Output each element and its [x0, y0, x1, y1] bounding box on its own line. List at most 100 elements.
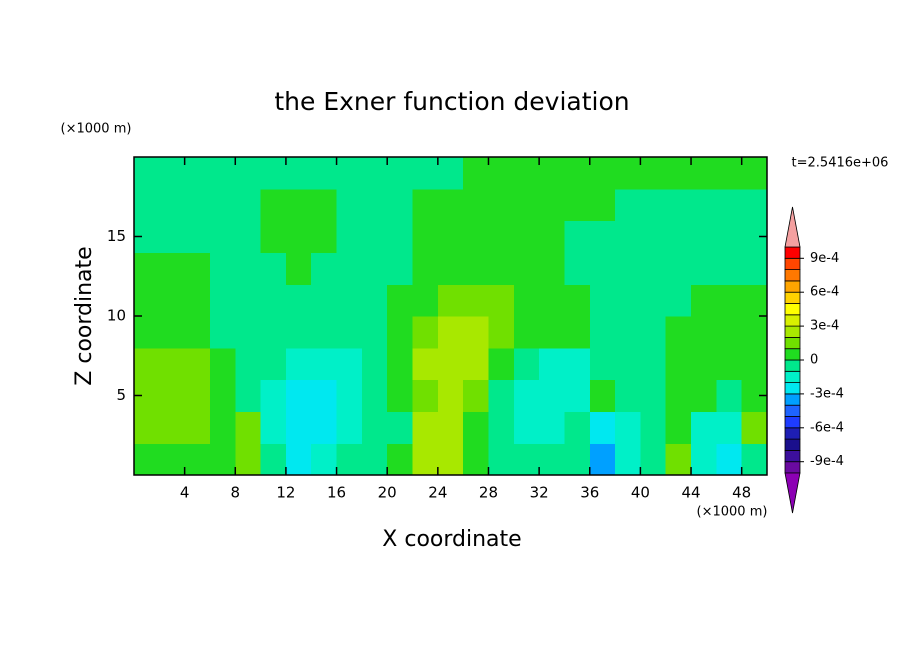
contour-cell — [387, 443, 414, 476]
contour-cell — [285, 316, 312, 349]
contour-cell — [184, 220, 211, 253]
contour-cell — [640, 220, 667, 253]
contour-cell — [437, 188, 464, 222]
contour-cell — [134, 188, 160, 222]
y-tick-label: 5 — [116, 386, 126, 404]
contour-cell — [640, 347, 667, 381]
contour-cell — [513, 188, 540, 222]
colorbar-segment — [784, 438, 801, 451]
contour-cell — [640, 284, 667, 317]
contour-cell — [539, 316, 566, 349]
x-tick-label: 4 — [180, 484, 190, 502]
x-unit: (×1000 m) — [697, 505, 768, 520]
contour-cell — [564, 252, 591, 285]
contour-cell — [412, 443, 439, 476]
contour-cell — [716, 316, 743, 349]
contour-cell — [716, 157, 743, 190]
contour-cell — [564, 284, 591, 317]
x-tick-label: 24 — [428, 484, 447, 502]
contour-cell — [691, 284, 717, 317]
colorbar-segment — [784, 359, 801, 372]
contour-field — [134, 157, 768, 476]
contour-cell — [285, 379, 312, 412]
contour-cell — [260, 252, 287, 285]
contour-cell — [285, 157, 312, 190]
contour-cell — [235, 220, 262, 253]
contour-cell — [564, 443, 591, 476]
contour-cell — [589, 188, 616, 222]
contour-cell — [691, 252, 717, 285]
contour-cell — [336, 347, 363, 381]
contour-cell — [134, 252, 160, 285]
contour-cell — [463, 347, 490, 381]
contour-cell — [741, 252, 768, 285]
contour-cell — [336, 188, 363, 222]
axes — [133, 156, 768, 476]
contour-cell — [361, 316, 388, 349]
contour-cell — [564, 188, 591, 222]
contour-cell — [311, 220, 338, 253]
contour-cell — [589, 157, 616, 190]
contour-cell — [615, 316, 641, 349]
contour-cell — [159, 252, 186, 285]
contour-cell — [336, 252, 363, 285]
colorbar-segment — [784, 269, 801, 282]
contour-cell — [159, 347, 186, 381]
contour-cell — [665, 411, 692, 444]
contour-cell — [387, 157, 414, 190]
contour-cell — [387, 188, 414, 222]
contour-cell — [412, 157, 439, 190]
y-tick-label: 15 — [107, 227, 126, 245]
contour-cell — [260, 284, 287, 317]
contour-cell — [260, 188, 287, 222]
contour-cell — [615, 188, 641, 222]
contour-cell — [311, 347, 338, 381]
contour-cell — [387, 284, 414, 317]
contour-cell — [463, 284, 490, 317]
colorbar-tick-label: 9e-4 — [810, 251, 839, 266]
contour-cell — [741, 284, 768, 317]
colorbar-segment — [784, 427, 801, 440]
contour-cell — [311, 443, 338, 476]
contour-cell — [539, 157, 566, 190]
contour-cell — [336, 157, 363, 190]
contour-cell — [184, 411, 211, 444]
contour-cell — [741, 157, 768, 190]
contour-cell — [134, 443, 160, 476]
contour-cell — [235, 316, 262, 349]
contour-cell — [336, 411, 363, 444]
contour-cell — [184, 347, 211, 381]
contour-cell — [184, 443, 211, 476]
contour-cell — [488, 379, 515, 412]
contour-cell — [209, 443, 236, 476]
chart-title: the Exner function deviation — [274, 87, 629, 116]
contour-cell — [589, 411, 616, 444]
contour-cell — [513, 252, 540, 285]
contour-cell — [539, 379, 566, 412]
contour-cell — [539, 220, 566, 253]
contour-cell — [741, 411, 768, 444]
contour-cell — [134, 316, 160, 349]
contour-cell — [159, 157, 186, 190]
contour-cell — [564, 411, 591, 444]
colorbar-segment — [784, 325, 801, 338]
contour-cell — [665, 252, 692, 285]
contour-cell — [589, 252, 616, 285]
contour-cell — [387, 379, 414, 412]
contour-cell — [209, 379, 236, 412]
contour-cell — [285, 284, 312, 317]
contour-cell — [159, 443, 186, 476]
colorbar-segment — [784, 280, 801, 293]
contour-cell — [513, 284, 540, 317]
colorbar-segment — [784, 393, 801, 406]
contour-cell — [209, 188, 236, 222]
colorbar-tick-label: 3e-4 — [810, 319, 839, 334]
x-tick-label: 16 — [327, 484, 346, 502]
contour-cell — [513, 347, 540, 381]
contour-cell — [361, 157, 388, 190]
contour-cell — [488, 188, 515, 222]
contour-cell — [336, 220, 363, 253]
contour-cell — [361, 220, 388, 253]
contour-cell — [463, 157, 490, 190]
